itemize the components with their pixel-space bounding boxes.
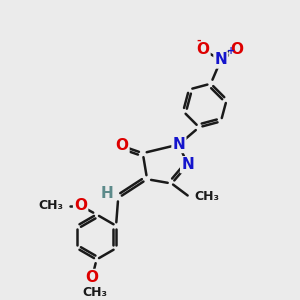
Text: CH₃: CH₃ bbox=[82, 286, 108, 299]
Text: N: N bbox=[181, 157, 194, 172]
Text: O: O bbox=[116, 138, 128, 153]
Text: H: H bbox=[101, 186, 114, 201]
Text: +: + bbox=[227, 46, 236, 56]
Text: N: N bbox=[172, 137, 185, 152]
Text: -: - bbox=[196, 35, 201, 46]
Text: CH₃: CH₃ bbox=[194, 190, 219, 203]
Text: CH₃: CH₃ bbox=[38, 199, 63, 212]
Text: N: N bbox=[214, 52, 227, 68]
Text: O: O bbox=[86, 270, 99, 285]
Text: O: O bbox=[196, 42, 209, 57]
Text: O: O bbox=[74, 198, 87, 213]
Text: O: O bbox=[230, 42, 243, 57]
